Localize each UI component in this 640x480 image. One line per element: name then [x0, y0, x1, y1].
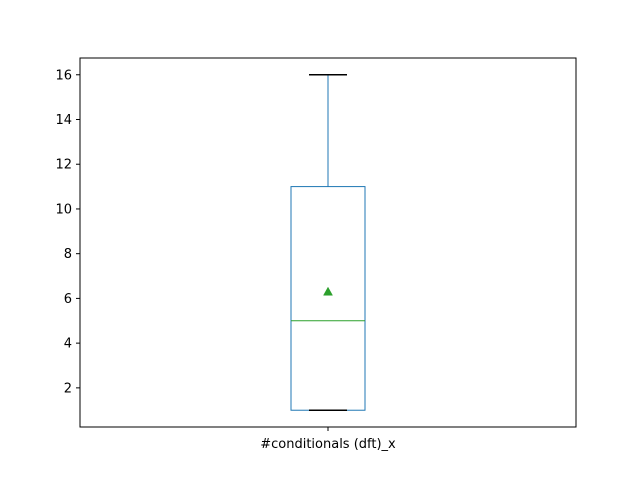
y-tick-label: 2: [64, 381, 72, 396]
y-tick-label: 10: [55, 202, 72, 217]
y-axis: 2 4 6 8 10 12 14 16: [55, 68, 80, 396]
y-tick-label: 8: [64, 247, 72, 262]
y-tick-label: 4: [64, 337, 72, 352]
y-tick-label: 14: [55, 113, 72, 128]
y-tick-label: 16: [55, 68, 72, 83]
plot-area: [290, 74, 366, 411]
x-axis: #conditionals (dft)_x: [260, 427, 396, 452]
y-tick-label: 6: [64, 292, 72, 307]
x-category-label: #conditionals (dft)_x: [260, 437, 396, 452]
y-tick-label: 12: [55, 158, 72, 173]
mean-marker: [323, 286, 333, 296]
